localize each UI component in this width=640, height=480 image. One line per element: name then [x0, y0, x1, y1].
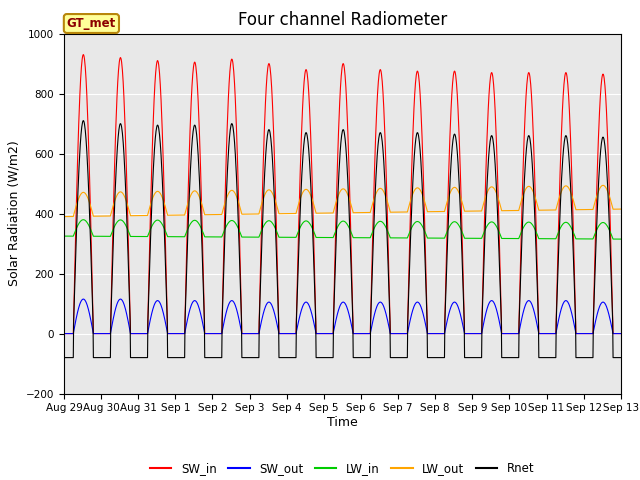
LW_out: [616, 206, 624, 212]
SW_in: [246, 331, 254, 336]
SW_in: [502, 331, 509, 336]
LW_in: [502, 236, 509, 241]
LW_out: [246, 211, 254, 217]
LW_out: [501, 208, 509, 214]
Title: Four channel Radiometer: Four channel Radiometer: [238, 11, 447, 29]
Y-axis label: Solar Radiation (W/m2): Solar Radiation (W/m2): [7, 141, 20, 287]
SW_out: [171, 331, 179, 336]
SW_in: [60, 331, 68, 336]
LW_in: [551, 236, 559, 241]
SW_in: [429, 331, 436, 336]
LW_out: [170, 212, 178, 218]
Rnet: [502, 355, 509, 360]
Rnet: [184, 223, 192, 228]
LW_in: [171, 234, 179, 240]
SW_out: [502, 331, 509, 336]
SW_out: [616, 331, 624, 336]
LW_out: [599, 182, 607, 188]
SW_out: [60, 331, 68, 336]
Rnet: [79, 118, 87, 123]
Rnet: [246, 355, 254, 360]
Legend: SW_in, SW_out, LW_in, LW_out, Rnet: SW_in, SW_out, LW_in, LW_out, Rnet: [145, 457, 540, 480]
SW_out: [246, 331, 254, 336]
LW_in: [246, 234, 254, 240]
LW_in: [616, 236, 624, 242]
LW_out: [550, 207, 558, 213]
LW_out: [429, 209, 436, 215]
Rnet: [171, 355, 179, 360]
SW_in: [171, 331, 179, 336]
LW_out: [184, 201, 191, 207]
LW_in: [429, 235, 436, 241]
Line: SW_out: SW_out: [64, 299, 620, 334]
Line: Rnet: Rnet: [64, 120, 620, 358]
Text: GT_met: GT_met: [67, 17, 116, 30]
LW_in: [184, 225, 192, 231]
LW_in: [79, 217, 87, 223]
Line: LW_in: LW_in: [64, 220, 620, 239]
Rnet: [429, 355, 436, 360]
Rnet: [60, 355, 68, 360]
SW_out: [79, 296, 87, 302]
LW_in: [60, 233, 68, 239]
SW_in: [551, 331, 559, 336]
SW_in: [184, 190, 192, 196]
Line: LW_out: LW_out: [64, 185, 620, 216]
SW_in: [616, 331, 624, 336]
Rnet: [551, 355, 559, 360]
SW_out: [551, 331, 559, 336]
SW_in: [79, 52, 87, 58]
X-axis label: Time: Time: [327, 416, 358, 429]
LW_out: [60, 214, 68, 219]
SW_out: [429, 331, 436, 336]
Line: SW_in: SW_in: [64, 55, 620, 334]
Rnet: [616, 355, 624, 360]
SW_out: [184, 313, 192, 319]
